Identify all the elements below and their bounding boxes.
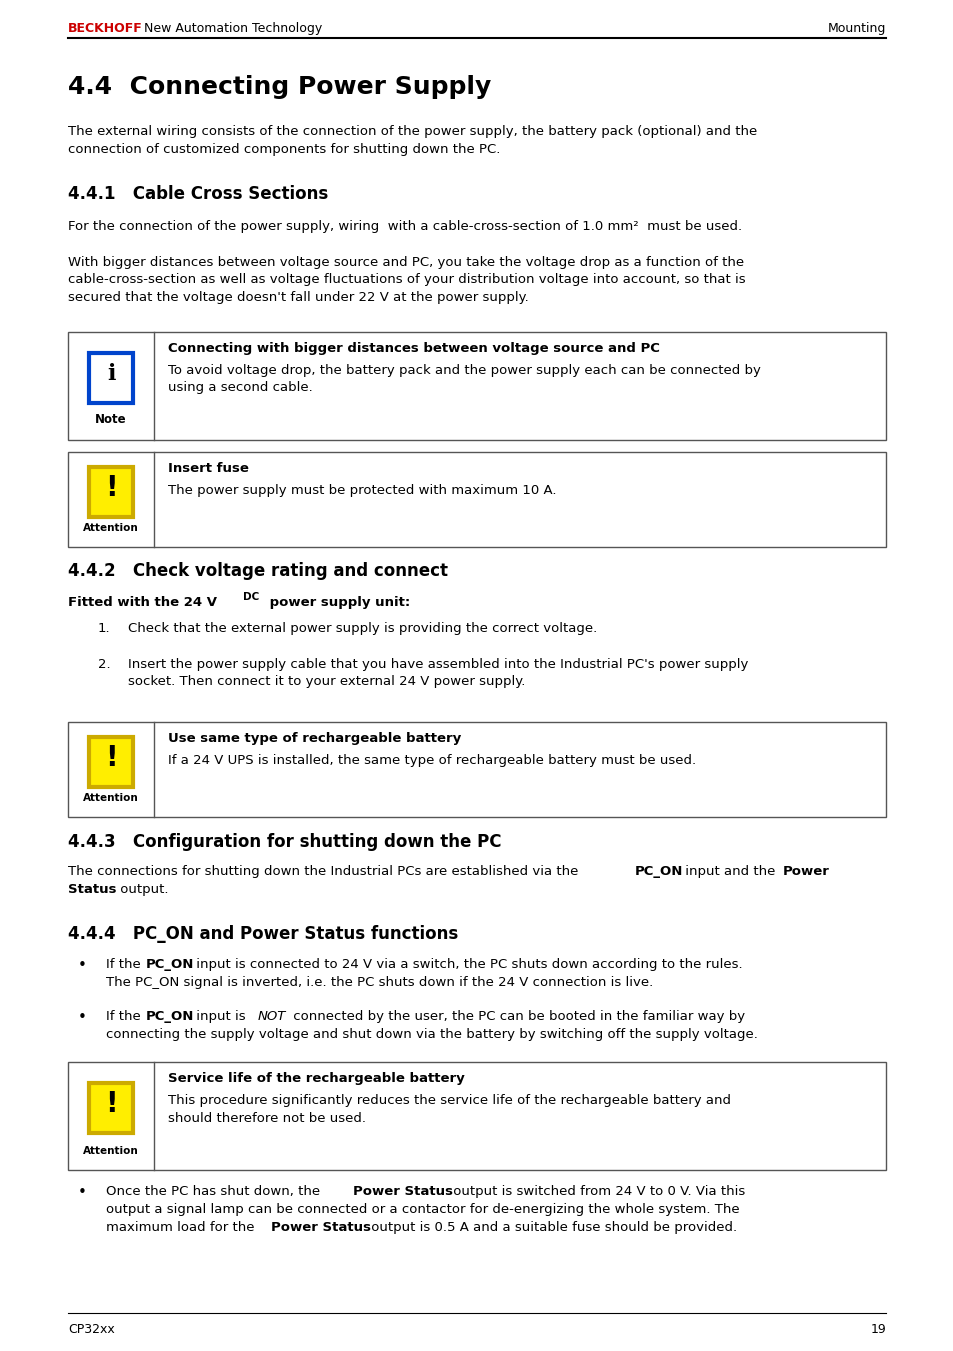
Text: PC_ON: PC_ON (635, 865, 682, 878)
Text: Status: Status (68, 884, 116, 896)
Text: CP32xx: CP32xx (68, 1323, 114, 1336)
Text: Once the PC has shut down, the: Once the PC has shut down, the (106, 1185, 324, 1198)
Text: Power Status: Power Status (271, 1221, 371, 1233)
Text: 19: 19 (869, 1323, 885, 1336)
Bar (89, 736, 132, 786)
Text: BECKHOFF: BECKHOFF (68, 22, 143, 35)
Bar (68, 1062, 885, 1170)
Text: !: ! (105, 473, 117, 501)
Text: power supply unit:: power supply unit: (265, 596, 410, 609)
Text: The external wiring consists of the connection of the power supply, the battery : The external wiring consists of the conn… (68, 126, 757, 155)
Text: output is 0.5 A and a suitable fuse should be provided.: output is 0.5 A and a suitable fuse shou… (367, 1221, 737, 1233)
Text: maximum load for the: maximum load for the (106, 1221, 258, 1233)
Bar (68, 721, 885, 817)
Bar (89, 1084, 132, 1133)
Text: To avoid voltage drop, the battery pack and the power supply each can be connect: To avoid voltage drop, the battery pack … (168, 363, 760, 394)
Text: i: i (107, 363, 115, 385)
Text: 1.: 1. (98, 621, 111, 635)
Text: 4.4  Connecting Power Supply: 4.4 Connecting Power Supply (68, 76, 491, 99)
Text: If the: If the (106, 1011, 145, 1023)
Text: output.: output. (116, 884, 169, 896)
Text: Power Status: Power Status (353, 1185, 453, 1198)
Text: PC_ON: PC_ON (146, 958, 194, 971)
Text: Note: Note (95, 413, 127, 426)
Text: Insert the power supply cable that you have assembled into the Industrial PC's p: Insert the power supply cable that you h… (128, 658, 747, 689)
Text: 4.4.3   Configuration for shutting down the PC: 4.4.3 Configuration for shutting down th… (68, 834, 501, 851)
Bar (89, 466, 132, 516)
Text: input is connected to 24 V via a switch, the PC shuts down according to the rule: input is connected to 24 V via a switch,… (192, 958, 741, 971)
Text: The power supply must be protected with maximum 10 A.: The power supply must be protected with … (168, 484, 556, 497)
Text: output is switched from 24 V to 0 V. Via this: output is switched from 24 V to 0 V. Via… (449, 1185, 744, 1198)
Text: connected by the user, the PC can be booted in the familiar way by: connected by the user, the PC can be boo… (289, 1011, 744, 1023)
Text: PC_ON: PC_ON (146, 1011, 194, 1023)
Text: Attention: Attention (83, 523, 139, 534)
Text: •: • (78, 958, 87, 973)
Bar (68, 453, 885, 547)
Text: connecting the supply voltage and shut down via the battery by switching off the: connecting the supply voltage and shut d… (106, 1028, 757, 1042)
Text: Service life of the rechargeable battery: Service life of the rechargeable battery (168, 1071, 464, 1085)
Text: The PC_ON signal is inverted, i.e. the PC shuts down if the 24 V connection is l: The PC_ON signal is inverted, i.e. the P… (106, 975, 653, 989)
Text: !: ! (105, 1090, 117, 1119)
Text: Check that the external power supply is providing the correct voltage.: Check that the external power supply is … (128, 621, 597, 635)
Text: With bigger distances between voltage source and PC, you take the voltage drop a: With bigger distances between voltage so… (68, 255, 745, 304)
Text: Use same type of rechargeable battery: Use same type of rechargeable battery (168, 732, 460, 744)
Text: Insert fuse: Insert fuse (168, 462, 249, 476)
Text: Connecting with bigger distances between voltage source and PC: Connecting with bigger distances between… (168, 342, 659, 355)
Text: For the connection of the power supply, wiring  with a cable-cross-section of 1.: For the connection of the power supply, … (68, 220, 741, 232)
Text: input is: input is (192, 1011, 250, 1023)
Text: Mounting: Mounting (827, 22, 885, 35)
Text: 4.4.2   Check voltage rating and connect: 4.4.2 Check voltage rating and connect (68, 562, 448, 580)
Text: Attention: Attention (83, 793, 139, 802)
Text: 2.: 2. (98, 658, 111, 671)
Text: New Automation Technology: New Automation Technology (140, 22, 322, 35)
Text: 4.4.1   Cable Cross Sections: 4.4.1 Cable Cross Sections (68, 185, 328, 203)
Text: input and the: input and the (680, 865, 779, 878)
Text: DC: DC (243, 592, 259, 603)
Text: 4.4.4   PC_ON and Power Status functions: 4.4.4 PC_ON and Power Status functions (68, 925, 457, 943)
Text: If a 24 V UPS is installed, the same type of rechargeable battery must be used.: If a 24 V UPS is installed, the same typ… (168, 754, 696, 767)
Text: This procedure significantly reduces the service life of the rechargeable batter: This procedure significantly reduces the… (168, 1094, 730, 1124)
Text: The connections for shutting down the Industrial PCs are established via the: The connections for shutting down the In… (68, 865, 582, 878)
Text: Fitted with the 24 V: Fitted with the 24 V (68, 596, 216, 609)
Bar (68, 332, 885, 440)
Text: !: ! (105, 743, 117, 771)
Text: output a signal lamp can be connected or a contactor for de-energizing the whole: output a signal lamp can be connected or… (106, 1202, 739, 1216)
Text: Power: Power (782, 865, 829, 878)
Text: •: • (78, 1011, 87, 1025)
Text: If the: If the (106, 958, 145, 971)
Text: Attention: Attention (83, 1146, 139, 1156)
Text: •: • (78, 1185, 87, 1200)
Text: NOT: NOT (257, 1011, 286, 1023)
Bar (89, 353, 132, 403)
